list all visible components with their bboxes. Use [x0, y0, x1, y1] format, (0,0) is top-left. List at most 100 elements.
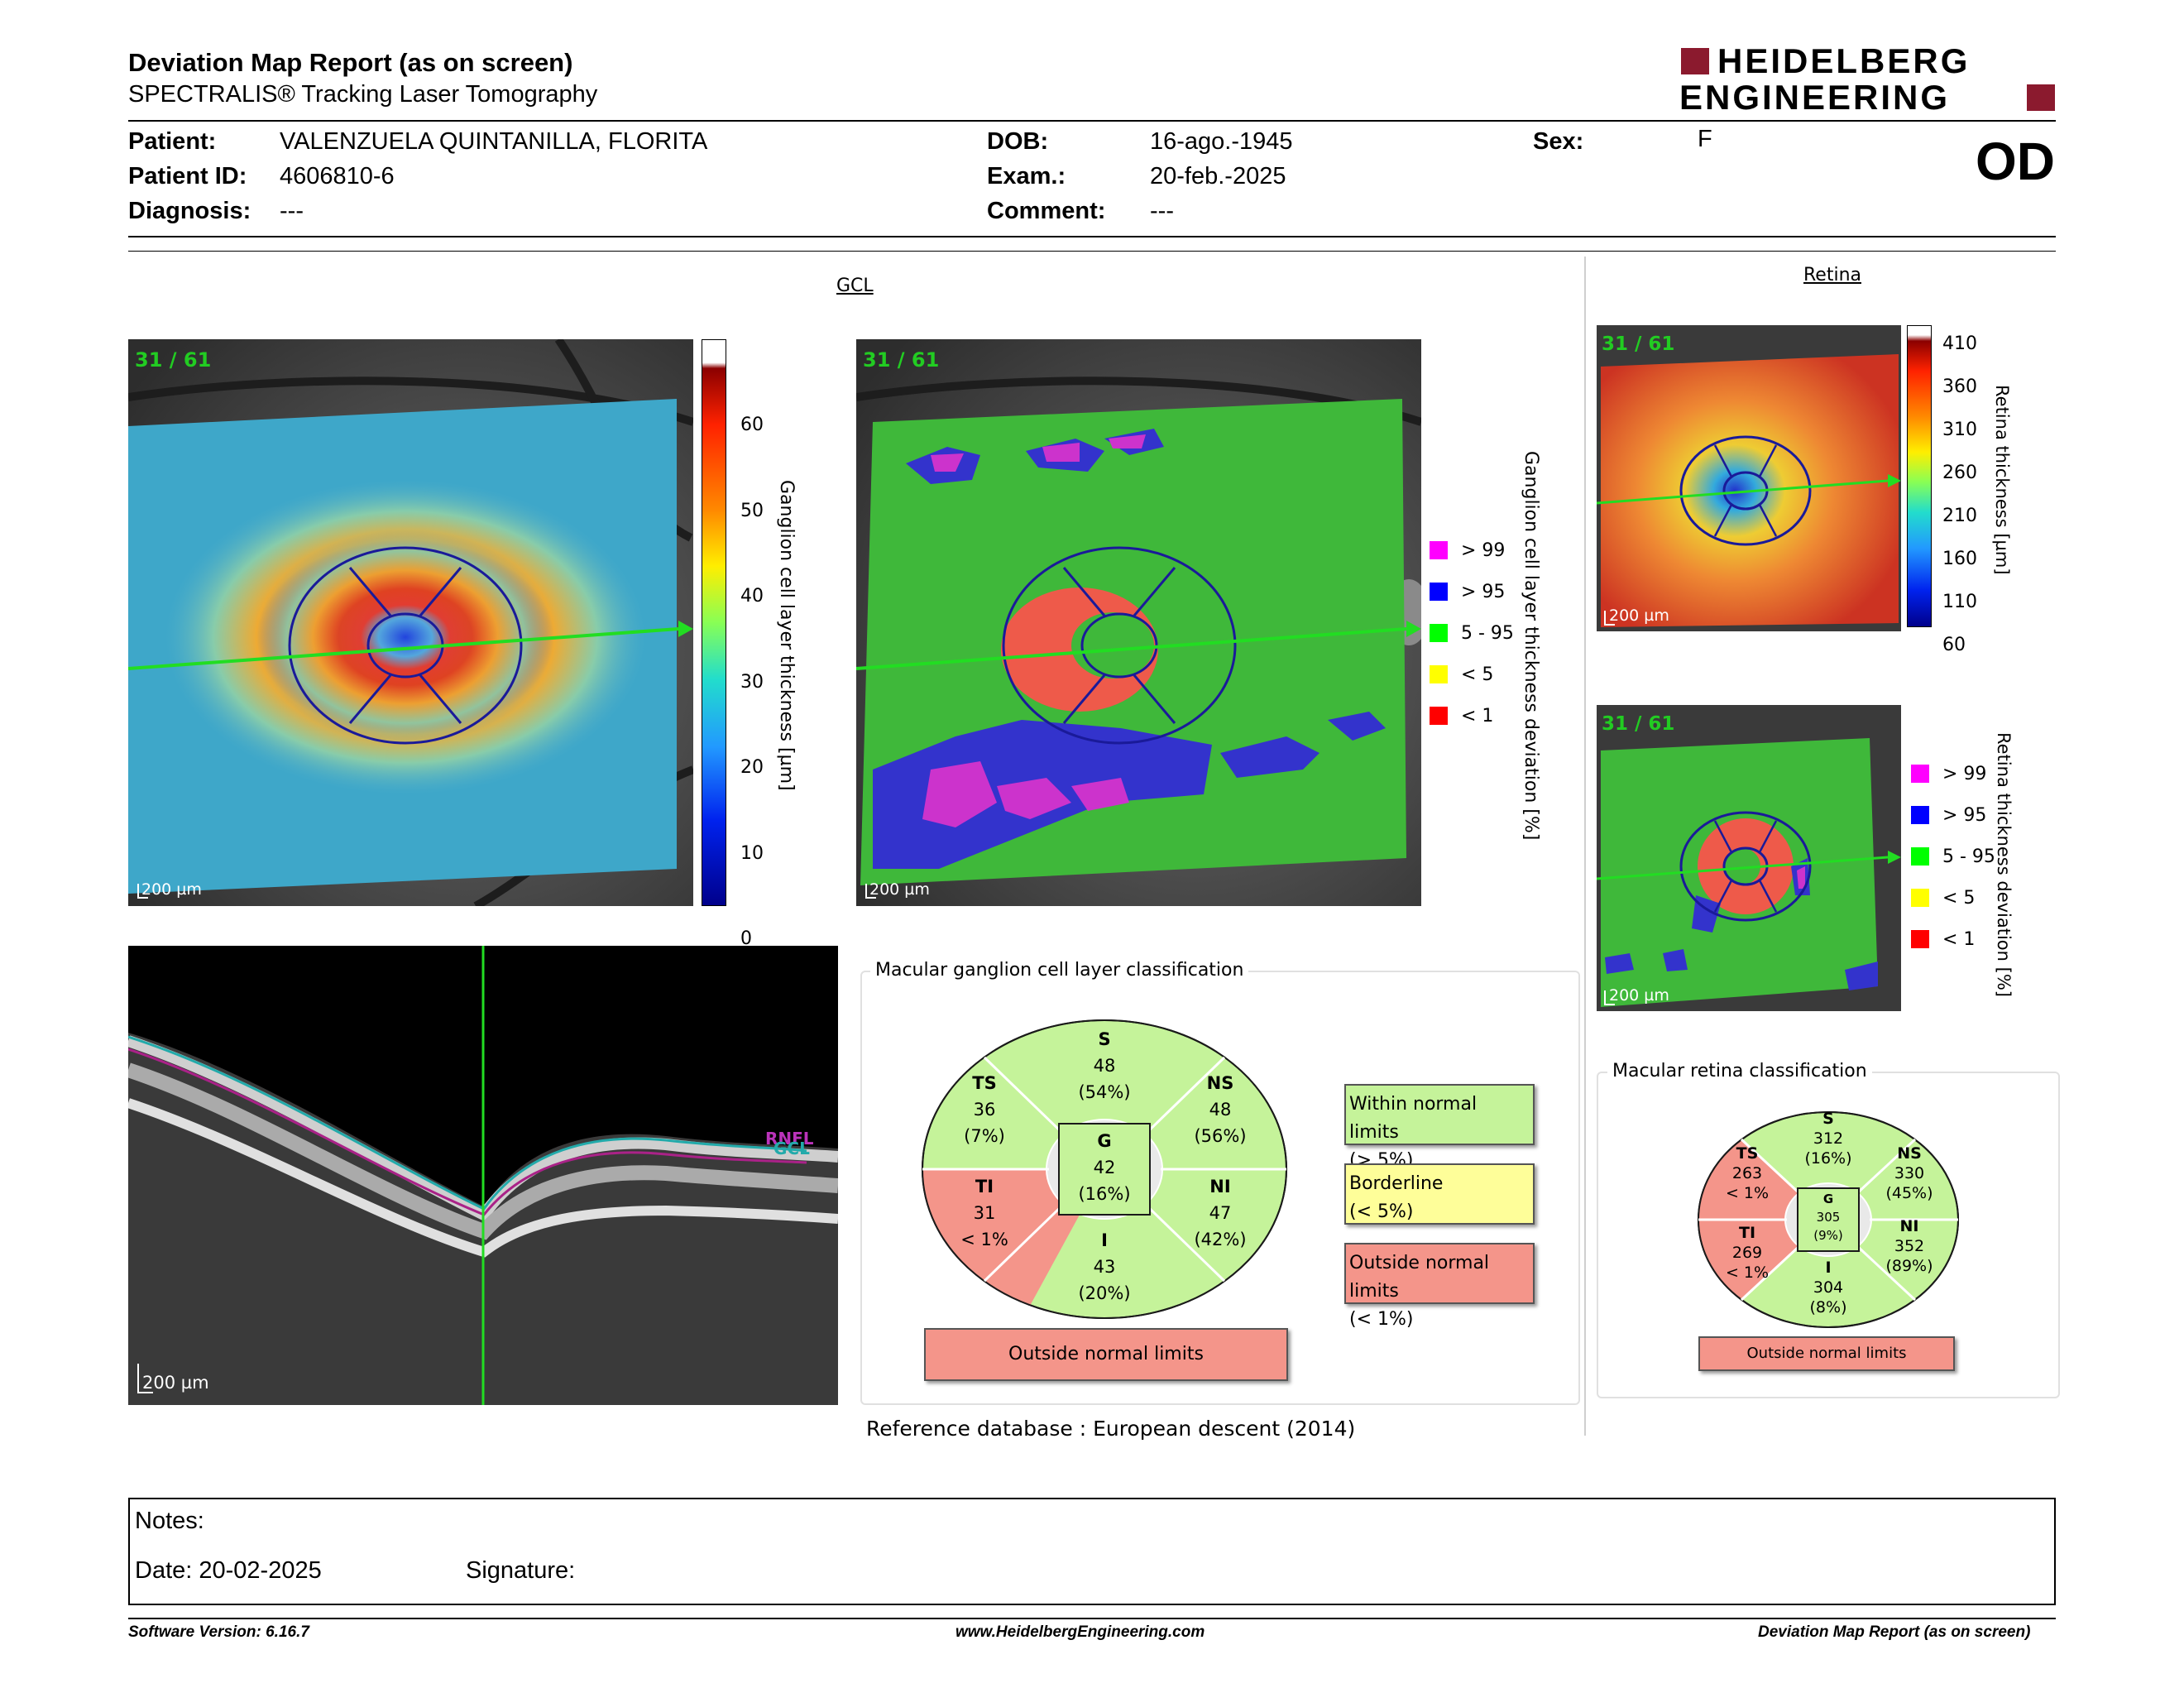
tick: 10: [740, 842, 764, 864]
sector-value: 48: [1209, 1100, 1232, 1120]
legend-label: > 95: [1942, 804, 1987, 826]
legend-line1: Outside normal limits: [1349, 1253, 1490, 1302]
notes-date: Date: 20-02-2025: [135, 1557, 322, 1585]
legend-item: < 5: [1430, 654, 1514, 695]
sector-pct: (7%): [964, 1126, 1005, 1146]
legend-line1: Borderline: [1349, 1173, 1444, 1194]
retina-result-badge: Outside normal limits: [1698, 1336, 1955, 1371]
legend-swatch: [1911, 806, 1929, 824]
legend-label: < 5: [1942, 887, 1976, 909]
retina-sector-ts: TS 263 < 1%: [1714, 1144, 1780, 1203]
sex-label: Sex:: [1533, 128, 1584, 155]
notes-box[interactable]: [128, 1498, 2056, 1605]
sector-pct: (42%): [1194, 1230, 1247, 1249]
footer-software-version: Software Version: 6.16.7: [128, 1623, 309, 1641]
legend-line2: (< 5%): [1349, 1201, 1414, 1222]
legend-swatch: [1430, 707, 1448, 725]
retina-thickness-axis-label: Retina thickness [µm]: [1992, 385, 2012, 575]
legend-label: 5 - 95: [1942, 846, 1995, 867]
retina-panel-title[interactable]: Retina: [1803, 265, 1861, 285]
sector-value: 330: [1894, 1164, 1925, 1182]
sector-value: 352: [1894, 1237, 1925, 1255]
sector-pct: (8%): [1809, 1298, 1847, 1316]
sector-name: S: [1822, 1110, 1834, 1128]
gcl-thickness-axis-label: Ganglion cell layer thickness [µm]: [776, 480, 797, 791]
reference-label: Reference database :: [866, 1417, 1087, 1441]
oct-bscan[interactable]: RNFL GCL 200 µm: [126, 946, 839, 1405]
legend-line2: (< 1%): [1349, 1309, 1414, 1330]
retina-sector-i: I 304 (8%): [1795, 1258, 1861, 1317]
sector-value: 42: [1093, 1158, 1116, 1177]
legend-item: > 95: [1430, 571, 1514, 612]
tick: 0: [740, 928, 752, 949]
reference-value: European descent (2014): [1093, 1417, 1356, 1441]
tick: 310: [1942, 420, 1977, 440]
sector-value: 36: [973, 1100, 996, 1120]
gcl-sector-ts: TS 36 (7%): [951, 1070, 1018, 1149]
bscan-rnfl-label: RNFL: [765, 1129, 814, 1149]
retina-deviation-map[interactable]: 31 / 61 200 µm: [1596, 705, 1901, 1011]
sector-name: NS: [1897, 1144, 1922, 1163]
retina-sector-ti: TI 269 < 1%: [1714, 1223, 1780, 1283]
sector-value: 47: [1209, 1203, 1232, 1223]
gcl-thickness-map[interactable]: 31 / 61 200 µm: [127, 337, 695, 910]
logo-square-top: [1681, 48, 1709, 74]
gcl-deviation-axis-label: Ganglion cell layer thickness deviation …: [1521, 451, 1541, 841]
sector-name: TI: [975, 1177, 994, 1196]
tick: 360: [1942, 376, 1977, 397]
tick: 40: [740, 586, 764, 607]
gcl-deviation-legend: > 99 > 95 5 - 95 < 5 < 1: [1430, 530, 1514, 736]
heidelberg-logo: HEIDELBERG ENGINEERING: [1679, 43, 2060, 117]
retina-thickness-ticks: 410 360 310 260 210 160 110 60: [1942, 323, 1977, 667]
retina-scale-bar: 200 µm: [1609, 607, 1669, 625]
sector-pct: (54%): [1078, 1082, 1131, 1102]
sector-pct: < 1%: [1725, 1264, 1770, 1282]
retina-sector-ni: NI 352 (89%): [1876, 1216, 1942, 1276]
gcl-panel-title[interactable]: GCL: [836, 276, 874, 296]
sector-value: 305: [1816, 1210, 1841, 1225]
panel-divider: [1584, 257, 1586, 1436]
tick: 50: [740, 500, 764, 521]
gcl-classification-title: Macular ganglion cell layer classificati…: [870, 960, 1249, 981]
sector-pct: (16%): [1804, 1149, 1852, 1168]
tick: 210: [1942, 506, 1977, 526]
reference-database: Reference database : European descent (2…: [866, 1417, 1355, 1441]
tick: 110: [1942, 592, 1977, 612]
tick: 160: [1942, 549, 1977, 569]
legend-item: 5 - 95: [1911, 836, 1995, 877]
retina-sector-g: G 305 (9%): [1799, 1190, 1857, 1244]
legend-item: < 5: [1911, 877, 1995, 918]
patient-id-label: Patient ID:: [128, 163, 247, 189]
sector-pct: (45%): [1885, 1184, 1933, 1202]
retina-deviation-axis-label: Retina thickness deviation [%]: [1994, 732, 2014, 997]
sector-value: 312: [1813, 1129, 1844, 1148]
gcl-result-badge: Outside normal limits: [924, 1328, 1288, 1381]
sector-name: NI: [1209, 1177, 1231, 1196]
legend-swatch: [1430, 624, 1448, 642]
logo-text-line2: ENGINEERING: [1679, 78, 1951, 117]
sector-name: TS: [1736, 1144, 1759, 1163]
legend-label: > 99: [1942, 763, 1987, 784]
retina-thickness-map[interactable]: 31 / 61 200 µm: [1596, 325, 1901, 631]
exam-value: 20-feb.-2025: [1150, 163, 1286, 189]
gcl-frame-count: 31 / 61: [135, 348, 211, 372]
legend-swatch: [1430, 541, 1448, 559]
legend-swatch: [1430, 583, 1448, 601]
sector-name: TI: [1738, 1224, 1756, 1242]
legend-item: > 99: [1911, 753, 1995, 794]
footer-website[interactable]: www.HeidelbergEngineering.com: [956, 1623, 1205, 1641]
gcl-sector-i: I 43 (20%): [1071, 1227, 1138, 1307]
sector-name: G: [1097, 1131, 1112, 1151]
gcl-sector-chart: S 48 (54%) TS 36 (7%) NS 48 (56%) G 42 (16%) TI 3…: [918, 1016, 1291, 1322]
sector-value: 31: [973, 1203, 996, 1223]
diagnosis-label: Diagnosis:: [128, 198, 251, 224]
gcl-deviation-map[interactable]: 31 / 61 200 µm: [855, 339, 1430, 906]
patient-name: VALENZUELA QUINTANILLA, FLORITA: [280, 128, 708, 155]
tick: 410: [1942, 333, 1977, 354]
legend-swatch: [1911, 889, 1929, 907]
comment-value: ---: [1150, 198, 1174, 224]
sector-value: 43: [1093, 1257, 1116, 1277]
legend-item: 5 - 95: [1430, 612, 1514, 654]
legend-label: > 95: [1461, 581, 1506, 602]
sector-name: TS: [972, 1073, 997, 1093]
